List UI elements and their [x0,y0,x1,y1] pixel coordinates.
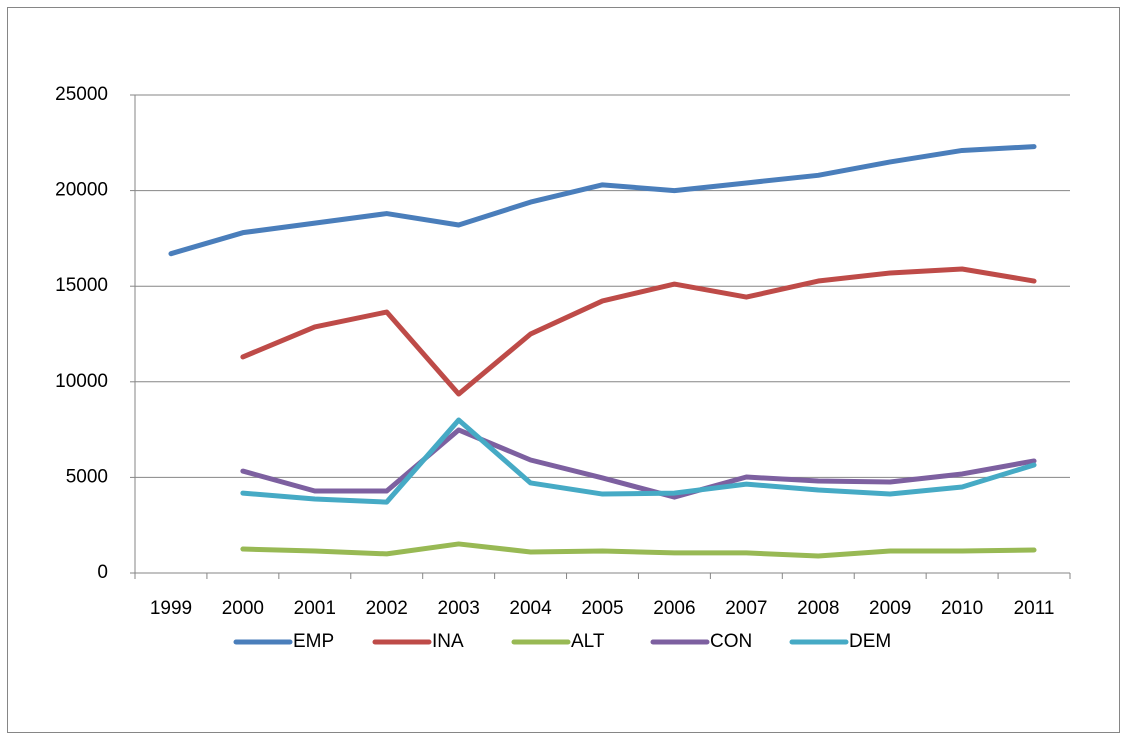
legend-label: INA [432,631,464,652]
y-tick-label: 5000 [66,466,108,487]
x-tick-label: 2007 [725,598,767,619]
series-line [240,427,1037,500]
x-tick-label: 2003 [438,598,480,619]
legend-label: ALT [571,631,605,652]
x-tick-label: 2008 [797,598,839,619]
series-line [240,417,1037,505]
y-tick-label: 15000 [55,275,108,296]
x-tick-label: 2002 [366,598,408,619]
y-tick-label: 20000 [55,180,108,201]
series-line [168,144,1037,257]
chart-frame [7,7,1120,733]
x-tick-label: 2001 [294,598,336,619]
x-tick-label: 2011 [1014,598,1055,619]
x-tick-label: 1999 [150,598,192,619]
series-line [240,266,1037,397]
y-tick-label: 10000 [55,371,108,392]
x-tick-label: 2005 [581,598,623,619]
legend-label: DEM [849,631,891,652]
series-line [240,541,1037,559]
y-tick-label: 25000 [55,84,108,105]
x-tick-label: 2004 [509,598,552,619]
y-tick-label: 0 [97,562,108,583]
x-tick-label: 2010 [941,598,983,619]
x-tick-label: 2009 [869,598,911,619]
x-tick-label: 2000 [222,598,264,619]
legend-label: EMP [293,631,334,652]
x-tick-label: 2006 [653,598,695,619]
legend-label: CON [710,631,752,652]
